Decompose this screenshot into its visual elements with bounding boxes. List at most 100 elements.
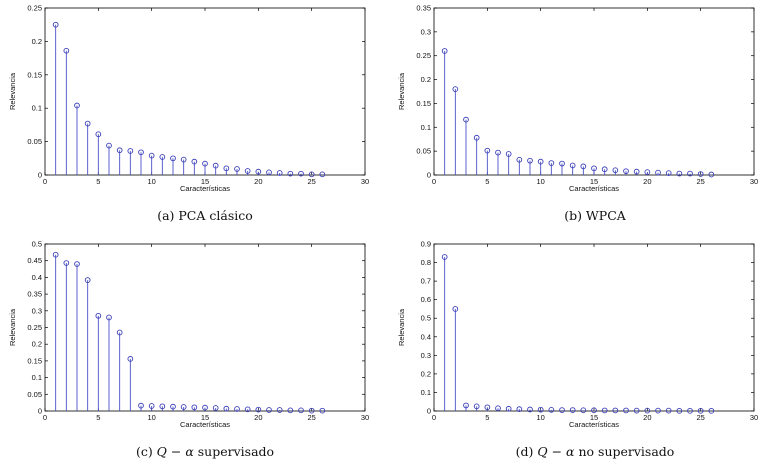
- y-tick-label: 0.4: [421, 332, 431, 341]
- x-tick-label: 20: [254, 413, 262, 422]
- stem-marker: [452, 86, 459, 92]
- stem-marker: [601, 166, 608, 173]
- stem-marker: [697, 171, 704, 177]
- stem-marker: [319, 171, 326, 178]
- stem-marker: [244, 168, 251, 174]
- y-tick-label: 0: [427, 407, 431, 416]
- y-tick-label: 0.1: [32, 373, 42, 382]
- stem-marker: [484, 147, 491, 154]
- x-tick-label: 5: [485, 177, 489, 186]
- stem-marker: [308, 171, 315, 178]
- y-tick-label: 0.7: [421, 277, 431, 286]
- stem-marker: [623, 168, 629, 175]
- stem-marker: [148, 152, 155, 159]
- stem-marker: [591, 407, 597, 414]
- stem-marker: [516, 406, 523, 412]
- plot-frame: [433, 243, 755, 412]
- stem-marker: [170, 403, 176, 410]
- y-tick-label: 0.2: [32, 37, 42, 46]
- stem-marker: [84, 120, 91, 127]
- x-tick-label: 15: [201, 413, 209, 422]
- stem-marker: [559, 407, 565, 413]
- chart-panel-c: 0 0.05 0.1 0.15 0.2 0.25 0.3 0.35 0.4 0.45 0.5 0 5 10…: [0, 236, 388, 436]
- stem-marker: [63, 260, 70, 266]
- stem-chart-wpca: 0 0.05 0.1 0.15 0.2 0.25 0.3 0.35 0 5 10 15 20 25 30 Ca…: [397, 4, 758, 194]
- stem-marker: [244, 406, 251, 413]
- stem-marker: [159, 154, 166, 160]
- stem-marker: [484, 404, 491, 411]
- x-tick-label: 25: [307, 177, 315, 186]
- y-tick-label: 0.3: [421, 27, 431, 36]
- stem-marker: [191, 404, 198, 411]
- stem-marker: [644, 169, 651, 175]
- stem-marker: [601, 407, 608, 414]
- y-tick-label: 0.25: [27, 323, 42, 332]
- y-axis-label: Relevancia: [8, 72, 17, 110]
- x-tick-label: 0: [43, 177, 47, 186]
- stem-marker: [127, 356, 134, 362]
- stem-marker: [106, 314, 112, 321]
- x-tick-label: 0: [432, 413, 436, 422]
- x-axis-label: Características: [569, 420, 619, 429]
- y-tick-label: 0.3: [32, 306, 42, 315]
- stem-marker: [127, 148, 134, 154]
- stem-marker: [52, 21, 59, 28]
- y-tick-label: 0.6: [421, 295, 431, 304]
- caption-d: (d) Q − α no supervisado: [515, 444, 675, 459]
- stem-marker: [569, 162, 576, 169]
- x-axis-label: Características: [180, 420, 230, 429]
- stem-marker: [697, 407, 704, 414]
- x-axis-label: Características: [569, 184, 619, 193]
- stem-marker: [298, 407, 304, 414]
- y-tick-label: 0: [38, 407, 42, 416]
- x-tick-label: 30: [361, 413, 369, 422]
- stem-marker: [559, 160, 565, 167]
- y-tick-label: 0.1: [421, 388, 431, 397]
- stem-marker: [116, 147, 123, 154]
- stem-marker: [276, 407, 283, 413]
- y-tick-label: 0.05: [27, 390, 42, 399]
- stem-marker: [223, 165, 230, 172]
- stem-marker: [308, 407, 315, 414]
- x-tick-label: 30: [750, 177, 758, 186]
- stem-marker: [655, 407, 661, 414]
- stem-marker: [463, 116, 469, 123]
- chart-panel-b: 0 0.05 0.1 0.15 0.2 0.25 0.3 0.35 0 5 10 15 20 25 30 Ca…: [389, 0, 777, 200]
- x-tick-label: 15: [201, 177, 209, 186]
- stem-marker: [106, 142, 112, 149]
- caption-a: (a) PCA clásico: [157, 208, 253, 223]
- x-tick-label: 25: [696, 177, 704, 186]
- stem-marker: [202, 404, 208, 411]
- stem-marker: [665, 170, 672, 176]
- plot-frame: [433, 7, 755, 176]
- chart-panel-a: 0 0.05 0.1 0.15 0.2 0.25 0 5 10 15 20 25 30 Caracterí…: [0, 0, 388, 200]
- y-tick-label: 0.4: [32, 273, 42, 282]
- caption-c: (c) Q − α supervisado: [135, 444, 275, 459]
- y-tick-label: 0.45: [27, 256, 42, 265]
- x-tick-label: 10: [147, 177, 155, 186]
- stem-marker: [676, 407, 683, 414]
- stem-marker: [633, 168, 640, 175]
- stem-marker: [644, 407, 651, 414]
- stem-marker: [655, 169, 661, 176]
- stem-marker: [180, 156, 187, 163]
- stem-chart-pca: 0 0.05 0.1 0.15 0.2 0.25 0 5 10 15 20 25 30 Caracterí…: [8, 4, 369, 194]
- y-tick-label: 0.2: [32, 340, 42, 349]
- y-tick-label: 0.5: [421, 314, 431, 323]
- stem-marker: [266, 169, 272, 176]
- stem-marker: [537, 406, 544, 413]
- stem-marker: [527, 157, 533, 164]
- stem-marker: [63, 47, 70, 54]
- x-tick-label: 0: [432, 177, 436, 186]
- stem-marker: [95, 131, 102, 138]
- stem-marker: [452, 306, 459, 312]
- x-tick-label: 25: [696, 413, 704, 422]
- y-tick-label: 0.15: [27, 356, 42, 365]
- stem-marker: [687, 407, 693, 414]
- stem-marker: [676, 170, 683, 177]
- stem-marker: [665, 407, 672, 414]
- stem-marker: [569, 407, 576, 413]
- y-tick-label: 0.05: [27, 137, 42, 146]
- x-tick-label: 10: [536, 177, 544, 186]
- stem-marker: [255, 406, 262, 413]
